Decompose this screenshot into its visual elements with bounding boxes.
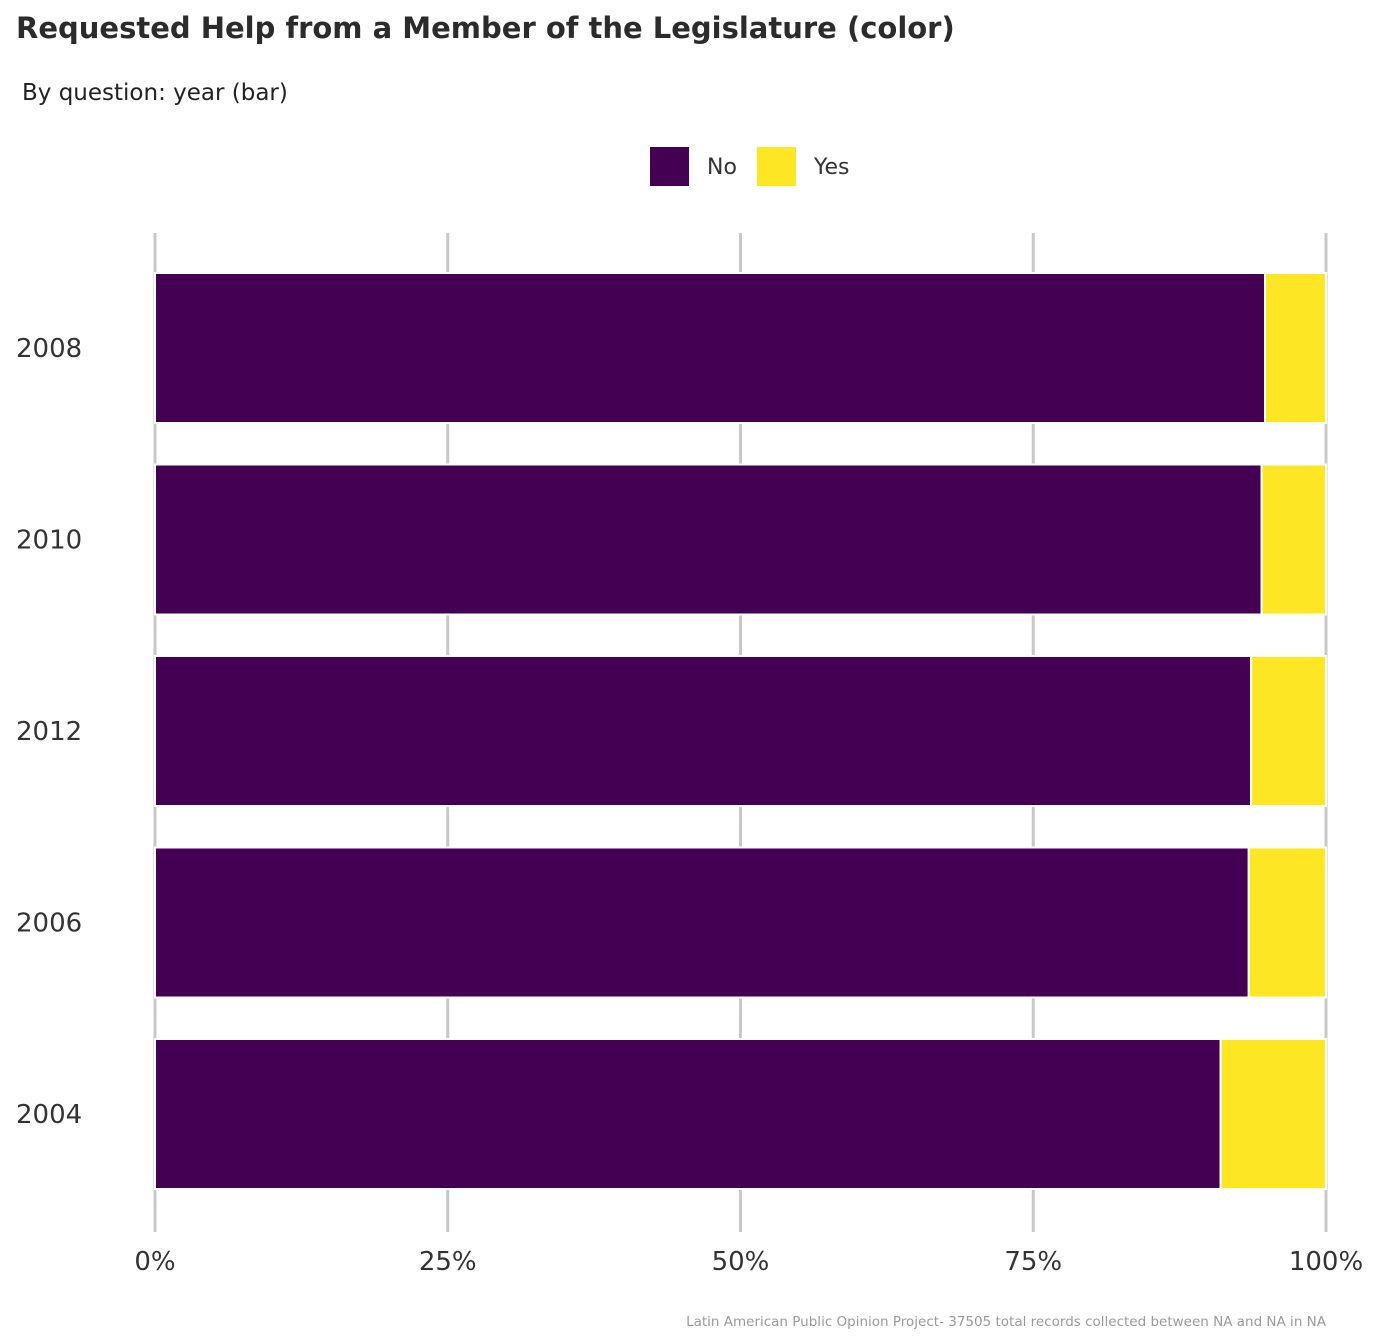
bar-2012-yes xyxy=(1250,655,1328,807)
y-axis-tick-labels: 2008 2010 2012 2006 2004 xyxy=(16,334,82,1130)
bar-2008-no xyxy=(154,272,1267,424)
x-tick-label-1: 25% xyxy=(419,1247,477,1277)
bar-2006-yes xyxy=(1247,846,1327,999)
legend-key-no xyxy=(650,147,689,186)
bar-2008-yes xyxy=(1264,272,1328,424)
chart-subtitle: By question: year (bar) xyxy=(22,80,288,106)
legend-label-yes: Yes xyxy=(813,155,850,180)
legend-label-no: No xyxy=(707,155,737,180)
chart-caption: Latin American Public Opinion Project- 3… xyxy=(686,1314,1327,1330)
bar-2012-no xyxy=(154,655,1253,807)
legend-key-yes xyxy=(757,147,796,186)
bar-2004-no xyxy=(154,1038,1222,1190)
y-tick-label-2006: 2006 xyxy=(16,909,82,939)
bar-2010-no xyxy=(154,463,1263,616)
y-tick-label-2010: 2010 xyxy=(16,526,82,556)
legend: No Yes xyxy=(650,147,850,186)
bars xyxy=(154,272,1328,1190)
y-tick-label-2008: 2008 xyxy=(16,334,82,364)
bar-2004-yes xyxy=(1219,1038,1327,1190)
x-tick-label-0: 0% xyxy=(134,1247,175,1277)
x-axis-tick-labels: 0% 25% 50% 75% 100% xyxy=(134,1247,1363,1277)
x-tick-label-3: 75% xyxy=(1004,1247,1062,1277)
x-tick-label-4: 100% xyxy=(1289,1247,1363,1277)
bar-2006-no xyxy=(154,846,1250,999)
x-tick-label-2: 50% xyxy=(712,1247,770,1277)
y-tick-label-2012: 2012 xyxy=(16,717,82,747)
chart-title: Requested Help from a Member of the Legi… xyxy=(16,11,955,45)
y-tick-label-2004: 2004 xyxy=(16,1100,82,1130)
bar-2010-yes xyxy=(1260,463,1327,616)
